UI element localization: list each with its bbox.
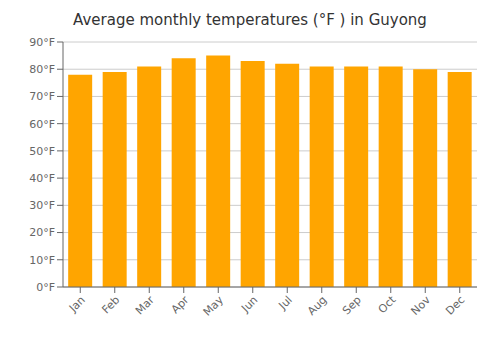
svg-text:Nov: Nov bbox=[409, 293, 434, 318]
svg-text:Dec: Dec bbox=[443, 293, 467, 317]
svg-text:Jan: Jan bbox=[66, 293, 88, 315]
svg-text:Oct: Oct bbox=[376, 293, 399, 316]
svg-text:Feb: Feb bbox=[99, 293, 122, 316]
svg-text:0°F: 0°F bbox=[36, 281, 55, 294]
svg-text:Mar: Mar bbox=[133, 293, 157, 317]
svg-text:Apr: Apr bbox=[169, 293, 192, 316]
svg-text:Sep: Sep bbox=[340, 293, 364, 317]
svg-text:Aug: Aug bbox=[305, 293, 329, 317]
svg-text:Jul: Jul bbox=[276, 293, 295, 312]
svg-text:70°F: 70°F bbox=[29, 90, 55, 103]
html-text:Average monthly temperatures (: Average monthly temperatures (°F ) in Gu… bbox=[73, 11, 427, 29]
svg-text:10°F: 10°F bbox=[29, 254, 55, 267]
svg-text:40°F: 40°F bbox=[29, 172, 55, 185]
svg-text:Jun: Jun bbox=[238, 293, 260, 315]
svg-text:May: May bbox=[201, 293, 227, 319]
svg-text:80°F: 80°F bbox=[29, 63, 55, 76]
svg-text:30°F: 30°F bbox=[29, 199, 55, 212]
svg-text:60°F: 60°F bbox=[29, 118, 55, 131]
svg-text:50°F: 50°F bbox=[29, 145, 55, 158]
svg-text:20°F: 20°F bbox=[29, 226, 55, 239]
svg-text:90°F: 90°F bbox=[29, 36, 55, 49]
